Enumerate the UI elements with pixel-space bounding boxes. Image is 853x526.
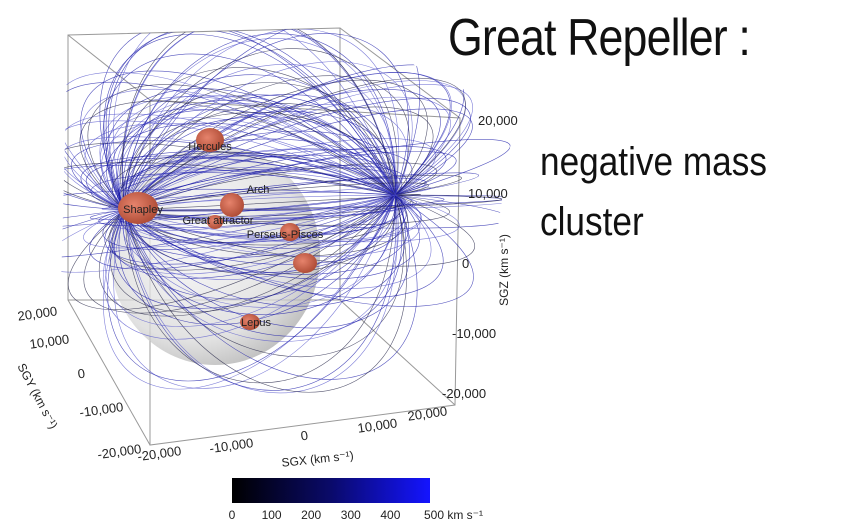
sgz-tick-label: -20,000	[442, 386, 486, 401]
sgx-tick-label: -10,000	[208, 435, 254, 456]
sgz-tick-label: 0	[462, 256, 469, 271]
sgy-tick-label: 10,000	[29, 331, 70, 351]
sgy-axis-label: SGY (km s⁻¹)	[14, 361, 60, 431]
sgy-tick-label: 20,000	[17, 303, 58, 323]
slide-title: Great Repeller :	[448, 8, 750, 68]
flow-figure: Hercules Arch Shapley Great attractor Perseu…	[0, 0, 520, 526]
structure-label: Shapley	[123, 204, 163, 216]
body-text: negative mass	[540, 140, 767, 185]
sgz-tick-label: -10,000	[452, 326, 496, 341]
colorbar-tick-label: 300	[341, 508, 361, 522]
colorbar-tick-label: 200	[301, 508, 321, 522]
structure-label: Perseus-Pisces	[247, 229, 324, 241]
sgy-tick-label: -20,000	[96, 441, 142, 462]
colorbar	[232, 478, 430, 503]
sgz-axis-label: SGZ (km s⁻¹)	[497, 234, 511, 306]
structure-label: Arch	[247, 184, 270, 196]
structure-blob	[220, 193, 244, 217]
structure-label: Hercules	[188, 141, 232, 153]
sgx-tick-label: 0	[300, 428, 309, 444]
sgy-tick-label: -10,000	[78, 399, 124, 420]
sgz-tick-label: 10,000	[468, 186, 508, 201]
structure-label: Great attractor	[183, 215, 254, 227]
colorbar-tick-label: 100	[262, 508, 282, 522]
colorbar-tick-label: 500 km s⁻¹	[424, 508, 483, 522]
colorbar-tick-label: 0	[229, 508, 236, 522]
structure-label: Lepus	[241, 317, 271, 329]
body-text: cluster	[540, 200, 644, 245]
sgy-tick-label: 0	[77, 366, 86, 382]
slide: Hercules Arch Shapley Great attractor Perseu…	[0, 0, 853, 526]
sgx-tick-label: -20,000	[136, 443, 182, 464]
sgx-tick-label: 10,000	[357, 415, 398, 435]
structure-blob	[293, 253, 317, 273]
sgx-tick-label: 20,000	[407, 403, 448, 423]
sgx-axis-label: SGX (km s⁻¹)	[281, 448, 354, 469]
colorbar-tick-label: 400	[380, 508, 400, 522]
sgz-tick-label: 20,000	[478, 113, 518, 128]
